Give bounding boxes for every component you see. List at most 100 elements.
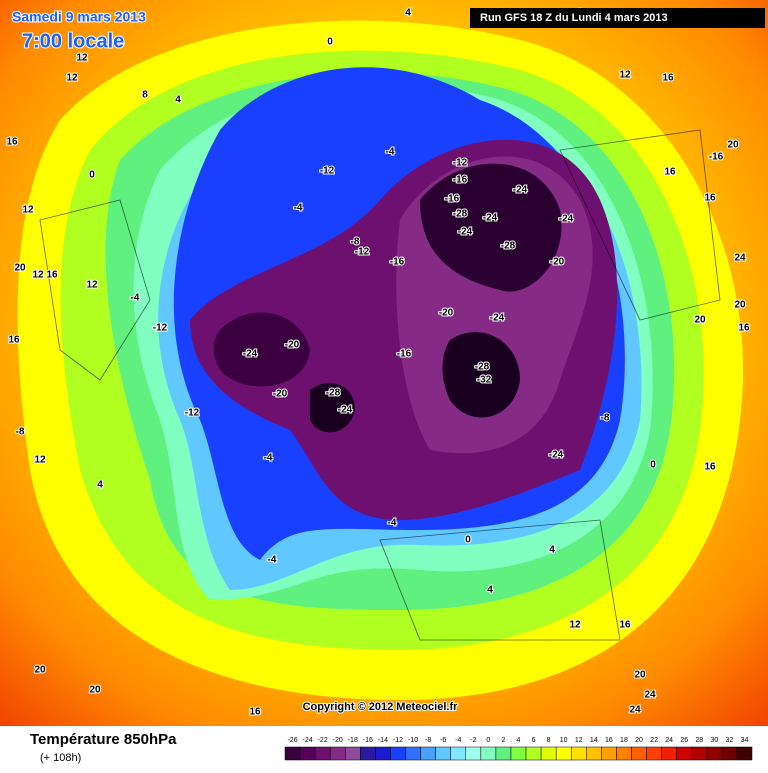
legend-label: -22 — [318, 737, 328, 744]
legend-label: 32 — [726, 737, 734, 744]
contour-label: -12 — [153, 323, 168, 334]
legend-swatch — [721, 746, 738, 761]
temperature-field — [0, 0, 768, 726]
legend-label: -12 — [393, 737, 403, 744]
contour-label: 20 — [34, 665, 46, 676]
legend-label: 2 — [501, 737, 505, 744]
contour-label: -24 — [559, 214, 574, 225]
legend-label: 8 — [547, 737, 551, 744]
legend-swatch — [405, 746, 421, 761]
contour-label: 0 — [327, 37, 333, 48]
contour-label: 12 — [32, 270, 44, 281]
legend-swatch — [480, 746, 497, 761]
contour-label: -24 — [458, 227, 473, 238]
footer-title: Température 850hPa — [30, 731, 177, 748]
contour-label: 24 — [734, 253, 746, 264]
contour-label: 12 — [34, 455, 46, 466]
legend-label: 22 — [650, 737, 658, 744]
legend-label: -16 — [363, 737, 373, 744]
legend-swatch — [736, 746, 753, 761]
legend-label: -24 — [303, 737, 313, 744]
legend-label: -8 — [425, 737, 431, 744]
contour-label: -4 — [294, 203, 303, 214]
legend-label: 30 — [710, 737, 718, 744]
contour-label: -12 — [453, 158, 468, 169]
legend-swatch — [329, 746, 346, 761]
contour-label: 20 — [734, 300, 746, 311]
contour-label: 24 — [629, 705, 641, 716]
contour-label: -16 — [453, 175, 468, 186]
contour-label: -32 — [477, 375, 492, 386]
contour-label: -24 — [338, 405, 353, 416]
contour-labels: 0 12 12 8 4 16 0 12 20 12 16 12 -4 -12 -24 -20 -20 -28 -24… — [5, 7, 751, 719]
legend-swatch — [390, 746, 406, 761]
contour-label: -28 — [453, 209, 468, 220]
legend-label: 0 — [486, 737, 490, 744]
legend-label: 10 — [560, 737, 568, 744]
contour-label: 16 — [664, 167, 676, 178]
contour-label: 12 — [22, 205, 34, 216]
contour-label: 12 — [66, 73, 78, 84]
contour-label: -4 — [386, 147, 395, 158]
contour-label: -24 — [549, 450, 564, 461]
legend-swatch — [510, 746, 527, 761]
contour-label: 8 — [142, 90, 148, 101]
contour-label: 0 — [89, 170, 95, 181]
legend-swatch — [360, 746, 376, 761]
legend-swatch — [586, 746, 602, 761]
legend-swatch — [450, 746, 467, 761]
contour-label: 16 — [704, 462, 716, 473]
legend-swatch — [420, 746, 436, 761]
legend-label: 24 — [665, 737, 673, 744]
legend-swatch — [495, 746, 512, 761]
contour-label: 12 — [569, 620, 581, 631]
contour-label: 20 — [14, 263, 26, 274]
color-legend: -26 -24 -22 -20 -18 -16 -14 -12 -10 -8 -6 -4 -2 0 2 4 6 8… — [284, 737, 753, 761]
contour-label: 16 — [662, 73, 674, 84]
legend-swatch — [661, 746, 677, 761]
contour-label: 16 — [619, 620, 631, 631]
contour-label: 12 — [619, 70, 631, 81]
contour-label: 16 — [249, 707, 261, 718]
contour-label: 4 — [97, 480, 103, 491]
contour-label: 16 — [738, 323, 750, 334]
legend-swatch — [601, 746, 617, 761]
legend-label: 18 — [620, 737, 628, 744]
contour-label: -20 — [550, 257, 565, 268]
contour-label: -24 — [513, 185, 528, 196]
contour-label: -20 — [439, 308, 454, 319]
legend-swatch — [570, 746, 587, 761]
legend-swatch — [314, 746, 331, 761]
forecast-date: Samedi 9 mars 2013 — [12, 9, 146, 25]
contour-label: 4 — [175, 95, 181, 106]
contour-label: 24 — [644, 690, 656, 701]
contour-label: -24 — [243, 349, 258, 360]
legend-label: -18 — [348, 737, 358, 744]
contour-label: 16 — [6, 137, 18, 148]
contour-label: -24 — [483, 213, 498, 224]
run-box — [470, 8, 765, 28]
legend-label: 12 — [575, 737, 583, 744]
legend-swatch — [691, 746, 708, 761]
legend-label: 34 — [741, 737, 749, 744]
legend-label: 14 — [590, 737, 598, 744]
legend-swatch — [525, 746, 542, 761]
contour-label: 4 — [405, 8, 411, 19]
legend-swatch — [345, 746, 361, 761]
legend-label: -2 — [470, 737, 476, 744]
contour-label: -12 — [355, 247, 370, 258]
legend-label: 4 — [517, 737, 521, 744]
run-info: Run GFS 18 Z du Lundi 4 mars 2013 — [480, 12, 668, 24]
legend-label: -26 — [287, 737, 297, 744]
legend-swatch — [540, 746, 557, 761]
contour-label: -4 — [131, 293, 140, 304]
legend-swatch — [706, 746, 723, 761]
contour-label: -16 — [390, 257, 405, 268]
legend-label: -4 — [455, 737, 461, 744]
contour-label: 20 — [634, 670, 646, 681]
contour-label: -16 — [709, 152, 724, 163]
contour-label: 16 — [704, 193, 716, 204]
contour-label: 4 — [549, 545, 555, 556]
